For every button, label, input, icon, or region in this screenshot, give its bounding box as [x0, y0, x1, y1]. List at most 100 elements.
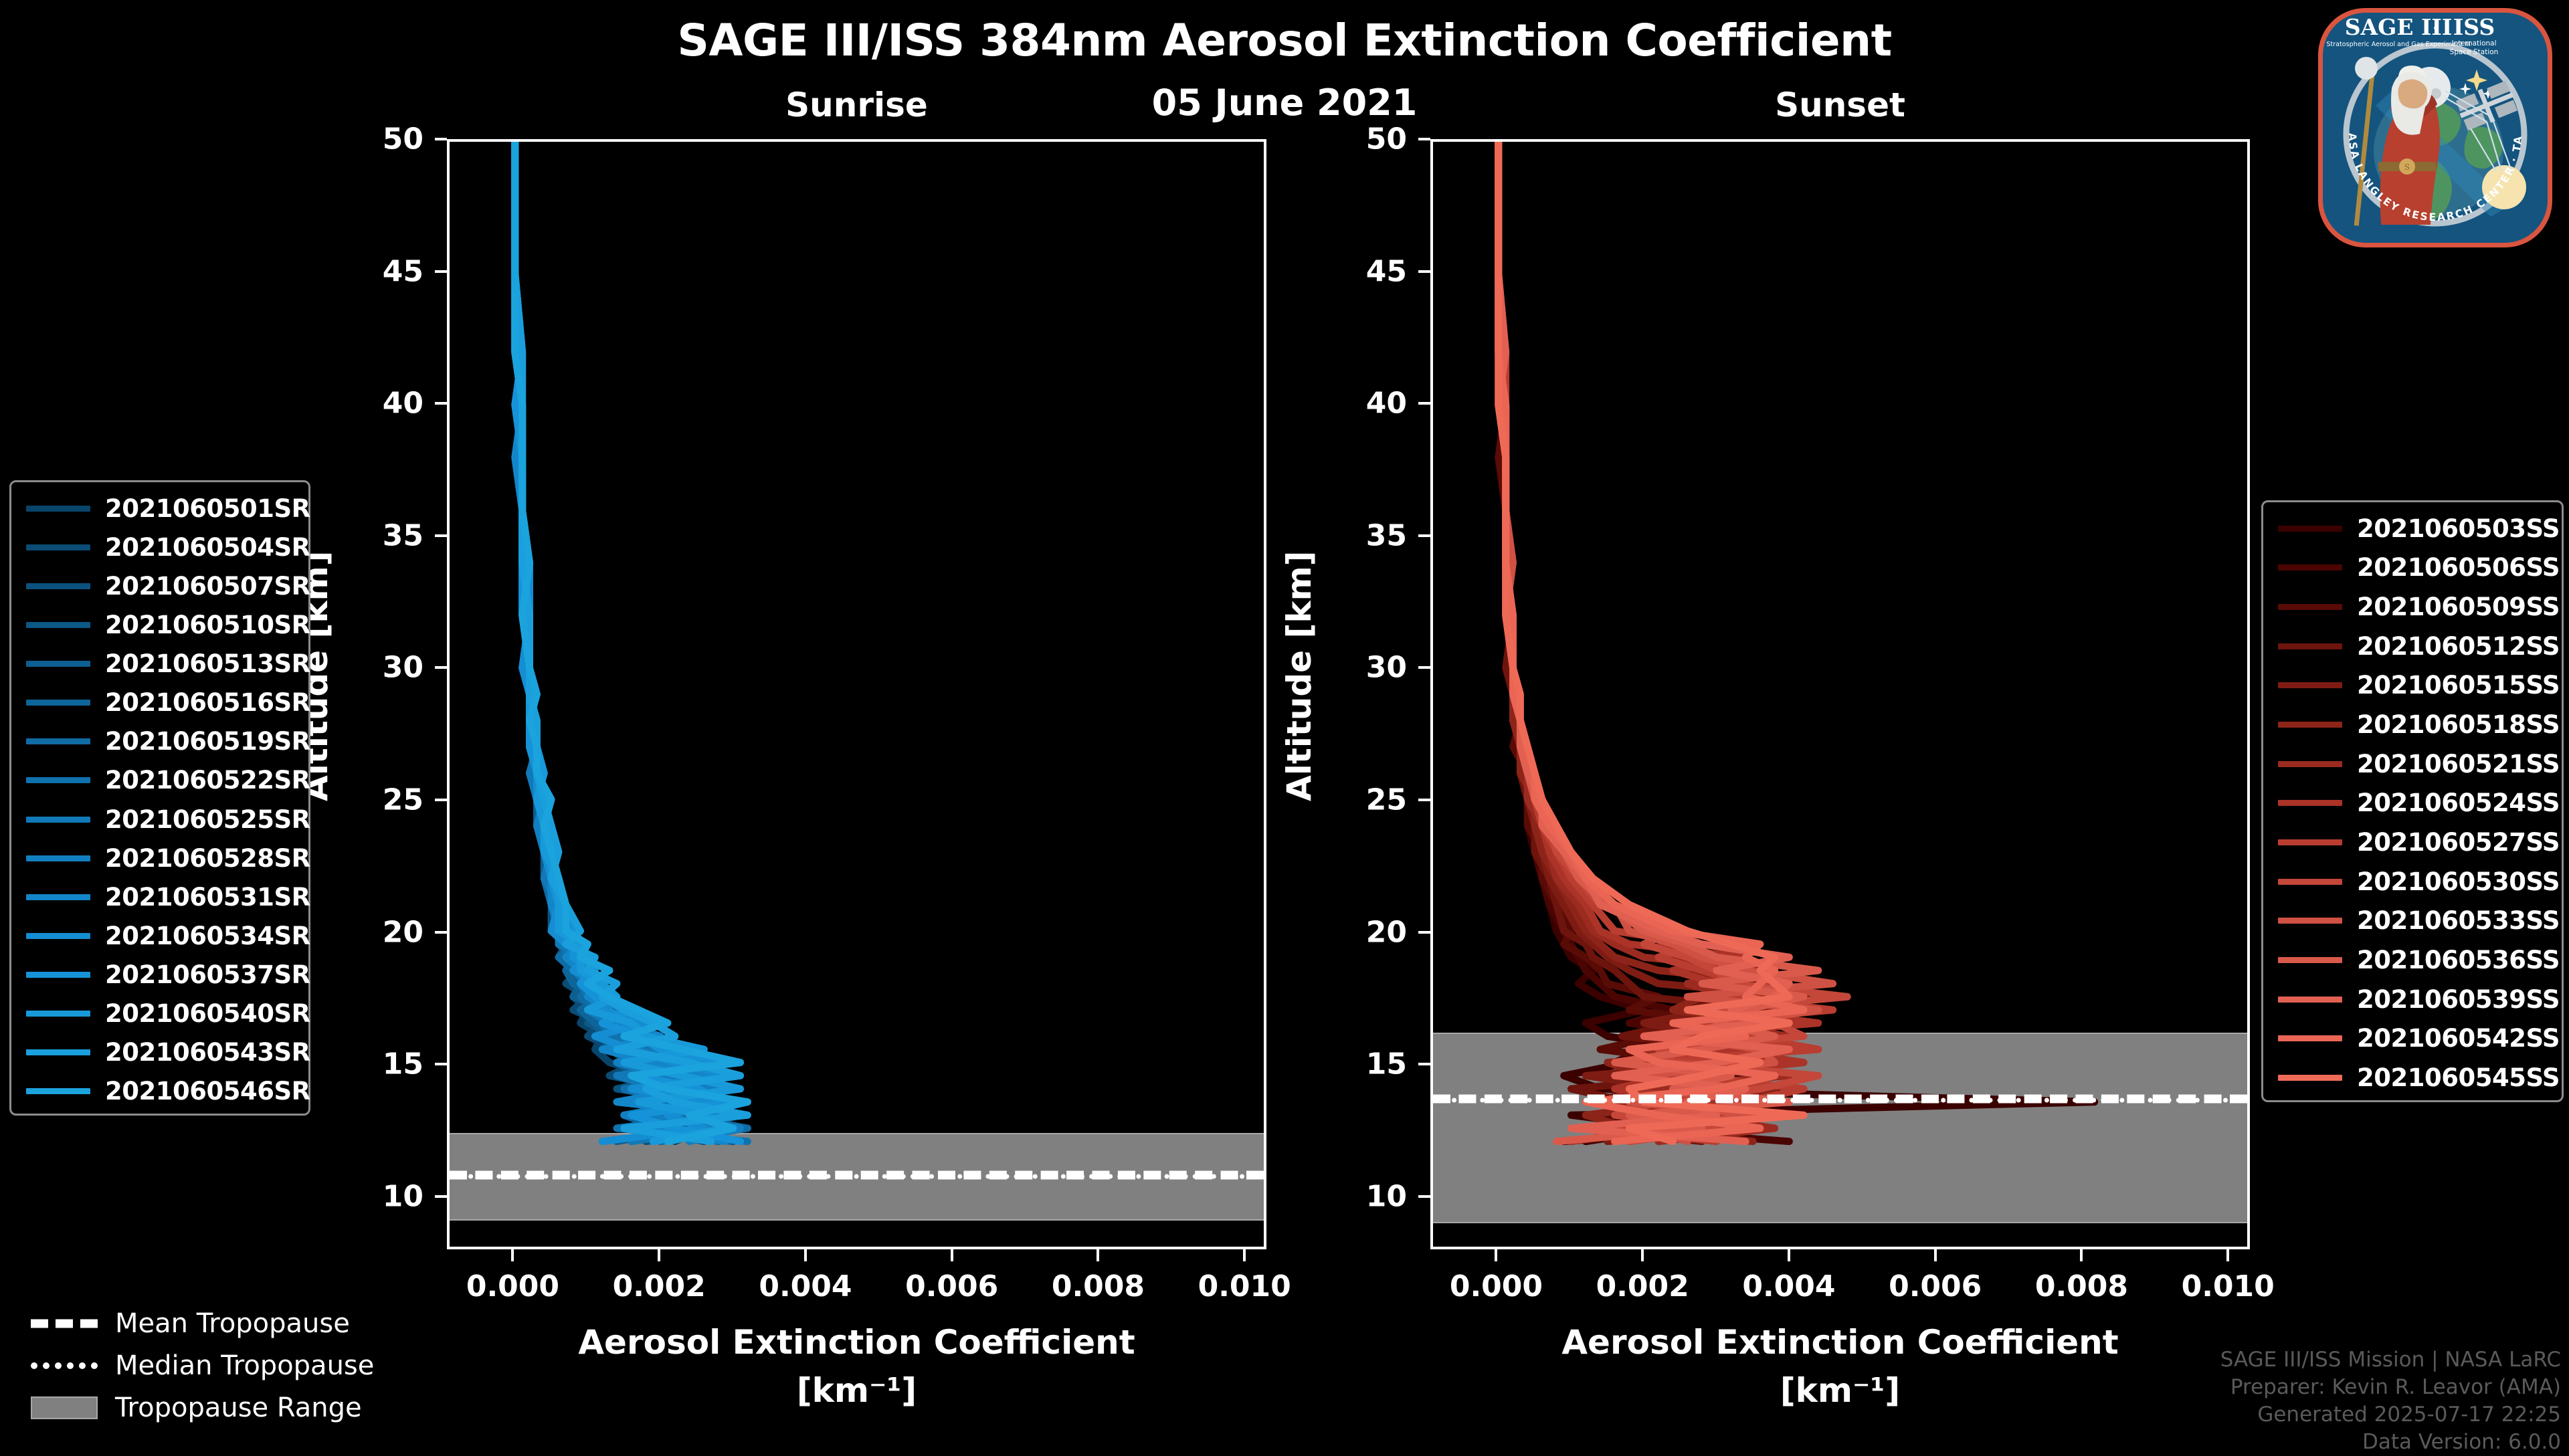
x-tick-mark [1641, 1249, 1644, 1261]
y-tick-mark [1418, 270, 1430, 273]
sunset-legend-item[interactable]: 2021060530SS [2263, 862, 2562, 902]
legend-color-swatch [26, 1049, 90, 1056]
sunset-legend-item[interactable]: 2021060518SS [2263, 705, 2562, 744]
y-tick-label: 40 [1365, 386, 1407, 421]
series-line [511, 142, 737, 1146]
footer-preparer: Preparer: Kevin R. Leavor (AMA) [2230, 1374, 2561, 1399]
legend-color-swatch [2278, 918, 2342, 924]
tropopause-range-key [31, 1396, 98, 1419]
footer-generated: Generated 2025-07-17 22:25 [2257, 1402, 2561, 1427]
legend-color-swatch [2278, 722, 2342, 728]
x-tick-mark [658, 1249, 661, 1261]
legend-color-swatch [26, 972, 90, 978]
mean-tropopause-line [1433, 1094, 2247, 1104]
sunset-series-lines [1495, 142, 2099, 1146]
sunset-legend-item[interactable]: 2021060503SS [2263, 509, 2562, 548]
sunset-legend-item[interactable]: 2021060521SS [2263, 744, 2562, 784]
sunrise-legend-item[interactable]: 2021060522SR [11, 761, 310, 800]
y-tick-mark [1418, 138, 1430, 140]
sunrise-legend-item[interactable]: 2021060507SR [11, 566, 310, 605]
right-panel-title: Sunset [1775, 86, 1905, 124]
x-tick-label: 0.004 [1742, 1269, 1836, 1304]
sunrise-legend-item[interactable]: 2021060537SR [11, 956, 310, 995]
sunset-event-legend[interactable]: 2021060503SS 2021060506SS 2021060509SS 2021… [2261, 500, 2564, 1102]
y-tick-mark [435, 534, 447, 537]
legend-color-swatch [2278, 564, 2342, 571]
sunrise-legend-item[interactable]: 2021060501SR [11, 489, 310, 528]
series-line [511, 142, 751, 1146]
sunrise-event-legend[interactable]: 2021060501SR 2021060504SR 2021060507SR 2021… [9, 480, 310, 1116]
sunrise-legend-item[interactable]: 2021060513SR [11, 645, 310, 684]
x-tick-label: 0.010 [2181, 1269, 2275, 1304]
y-tick-label: 45 [382, 254, 423, 289]
x-axis-units: [km⁻¹] [796, 1371, 917, 1410]
x-tick-mark [2226, 1249, 2230, 1261]
sunrise-legend-item[interactable]: 2021060516SR [11, 684, 310, 722]
y-tick-mark [435, 1063, 447, 1066]
x-tick-mark [1243, 1249, 1246, 1261]
series-line [511, 142, 737, 1146]
y-tick-label: 50 [1365, 122, 1407, 157]
legend-color-swatch [26, 1011, 90, 1017]
y-tick-label: 15 [382, 1047, 423, 1081]
y-tick-mark [435, 138, 447, 140]
page-subtitle: 05 June 2021 [1151, 82, 1418, 124]
y-tick-mark [1418, 402, 1430, 405]
moon-crater [2431, 88, 2441, 99]
patch-subtitle-iss-1: International [2451, 39, 2496, 47]
legend-color-swatch [26, 777, 90, 784]
legend-color-swatch [26, 1088, 90, 1095]
x-tick-label: 0.008 [2034, 1269, 2129, 1304]
sunrise-legend-item[interactable]: 2021060546SR [11, 1072, 310, 1111]
legend-item-label: 2021060501SR [105, 494, 310, 523]
wizard-buckle [2399, 159, 2415, 175]
patch-inner-ring [2343, 42, 2528, 227]
sunrise-legend-item[interactable]: 2021060528SR [11, 839, 310, 877]
patch-title-sage: SAGE III [2345, 14, 2453, 40]
sunset-legend-item[interactable]: 2021060524SS [2263, 784, 2562, 823]
sunrise-legend-item[interactable]: 2021060543SR [11, 1033, 310, 1072]
legend-color-swatch [2278, 682, 2342, 689]
y-tick-label: 10 [1365, 1179, 1407, 1214]
mean-tropopause-key [31, 1314, 98, 1333]
page-title: SAGE III/ISS 384nm Aerosol Extinction Co… [677, 15, 1892, 66]
sunrise-legend-item[interactable]: 2021060519SR [11, 722, 310, 761]
y-tick-label: 50 [382, 122, 423, 157]
sunrise-legend-item[interactable]: 2021060531SR [11, 877, 310, 916]
sunrise-legend-item[interactable]: 2021060540SR [11, 995, 310, 1033]
y-tick-mark [435, 1194, 447, 1198]
series-line [511, 142, 745, 1146]
sunset-legend-item[interactable]: 2021060512SS [2263, 627, 2562, 666]
iss-station [2455, 80, 2518, 131]
sunset-legend-item[interactable]: 2021060536SS [2263, 940, 2562, 980]
legend-color-swatch [2278, 957, 2342, 964]
sunset-legend-item[interactable]: 2021060542SS [2263, 1019, 2562, 1059]
sunrise-legend-item[interactable]: 2021060525SR [11, 800, 310, 839]
sunset-legend-item[interactable]: 2021060533SS [2263, 902, 2562, 941]
y-tick-mark [1418, 534, 1430, 537]
sunset-legend-item[interactable]: 2021060545SS [2263, 1058, 2562, 1098]
sunrise-legend-item[interactable]: 2021060504SR [11, 528, 310, 566]
sunset-legend-item[interactable]: 2021060515SS [2263, 666, 2562, 706]
legend-item-label: 2021060524SS [2357, 789, 2560, 818]
sunset-legend-item[interactable]: 2021060527SS [2263, 823, 2562, 862]
x-tick-mark [1933, 1249, 1937, 1261]
sunrise-legend-item[interactable]: 2021060534SR [11, 916, 310, 955]
wizard-face [2398, 79, 2428, 109]
left-panel-title: Sunrise [785, 86, 928, 124]
legend-color-swatch [2278, 760, 2342, 767]
sunset-legend-item[interactable]: 2021060506SS [2263, 548, 2562, 588]
legend-item-label: 2021060503SS [2357, 514, 2560, 543]
y-tick-label: 20 [1365, 915, 1407, 950]
sunrise-legend-item[interactable]: 2021060510SR [11, 605, 310, 644]
legend-item-label: 2021060512SS [2357, 631, 2560, 661]
sunset-legend-item[interactable]: 2021060539SS [2263, 980, 2562, 1019]
tropopause-legend-item: Median Tropopause [13, 1350, 374, 1382]
legend-color-swatch [26, 932, 90, 939]
legend-item-label: 2021060531SR [105, 882, 310, 912]
sunset-legend-item[interactable]: 2021060509SS [2263, 587, 2562, 627]
x-tick-mark [1097, 1249, 1100, 1261]
y-tick-mark [435, 402, 447, 405]
occultation-lines [2445, 90, 2513, 173]
x-axis-title-text: Aerosol Extinction Coefficient [1561, 1323, 2119, 1362]
